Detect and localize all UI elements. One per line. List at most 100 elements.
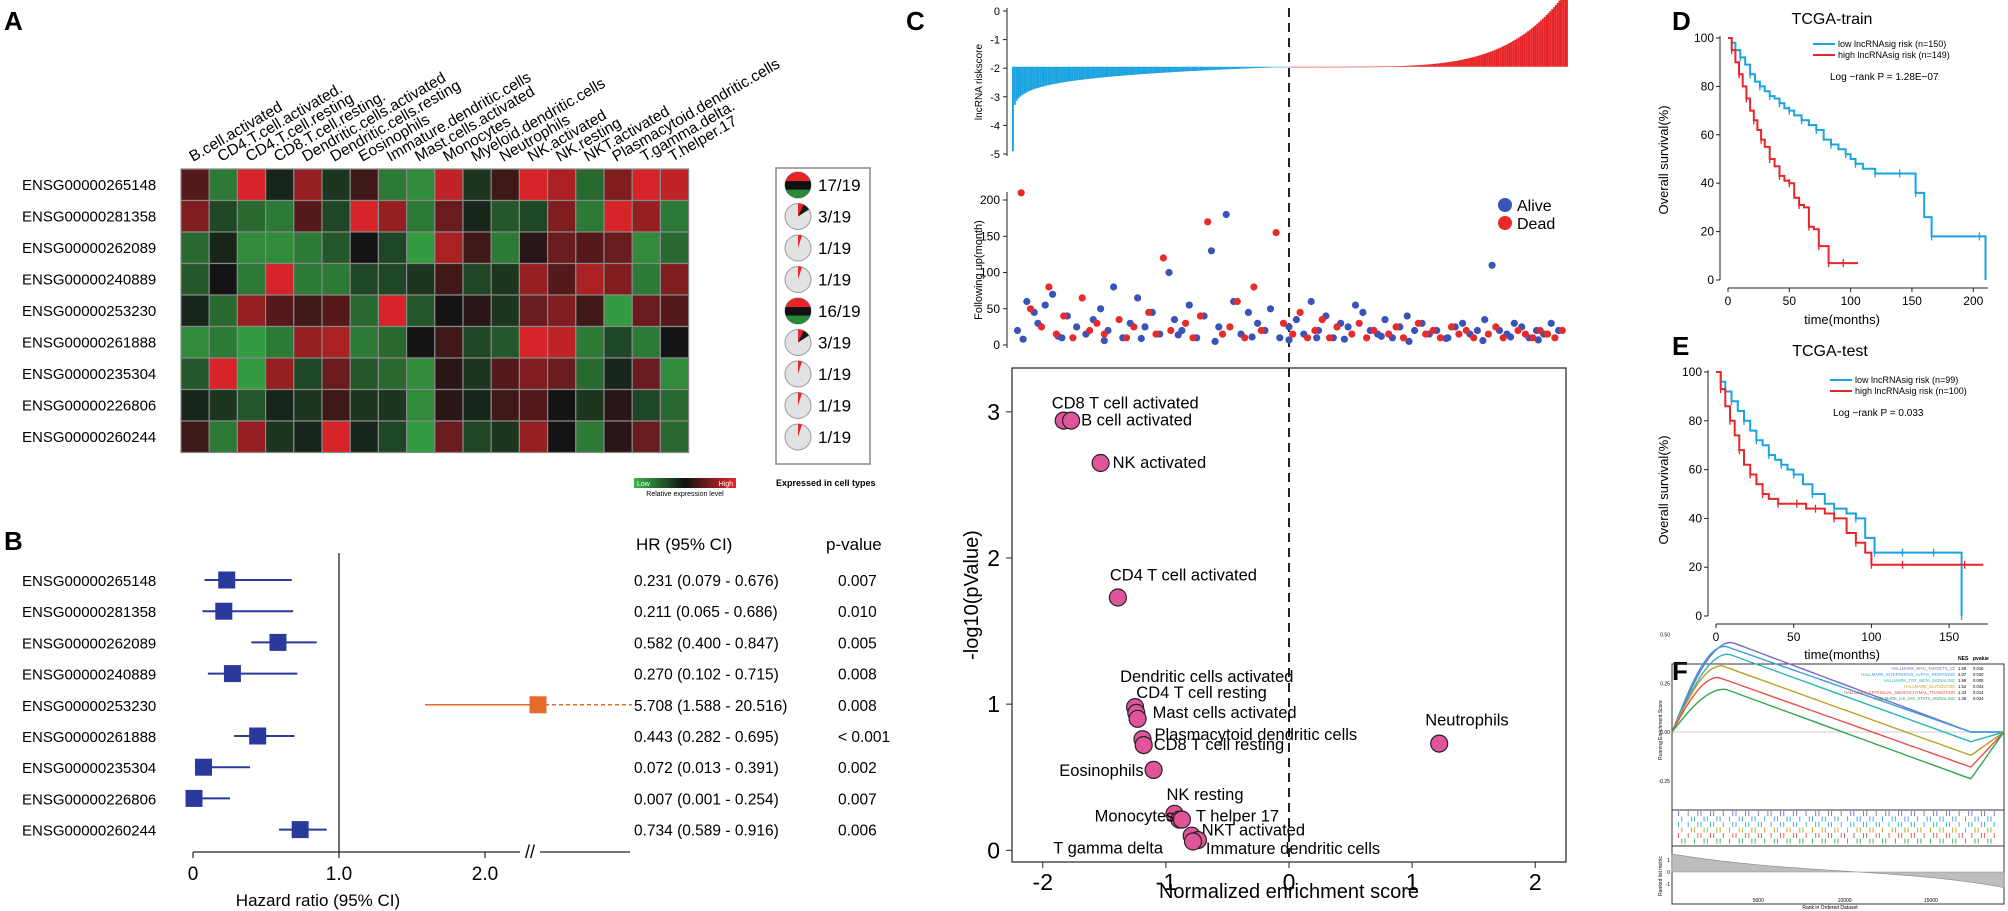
riskscore-bar	[1130, 66, 1133, 75]
riskscore-bar	[1323, 66, 1326, 68]
forest-hr-text: 0.007 (0.001 - 0.254)	[634, 791, 779, 808]
heatmap-cell	[603, 231, 633, 265]
gsea-set-nes: 1.35	[1958, 696, 1967, 701]
riskscore-bar	[1106, 66, 1109, 77]
legend-alive-label: Alive	[1517, 198, 1552, 215]
heatmap-cell	[180, 168, 210, 202]
heatmap-cell	[406, 420, 436, 454]
km-y-tick-label: 40	[1689, 511, 1703, 525]
riskscore-bar	[1084, 66, 1087, 80]
followup-point-dead	[1241, 334, 1249, 342]
riskscore-bar	[1247, 66, 1250, 69]
riskscore-bar	[1276, 66, 1279, 68]
riskscore-bar	[1338, 66, 1340, 68]
riskscore-bar	[1069, 66, 1072, 82]
riskscore-bar	[1395, 66, 1398, 67]
riskscore-bar	[1490, 51, 1492, 67]
followup-point-alive	[1405, 337, 1413, 345]
riskscore-bar	[1454, 60, 1457, 67]
forest-hr-marker	[529, 696, 547, 714]
heatmap-cell	[631, 294, 662, 328]
heatmap-cell	[575, 357, 605, 391]
pvalue-header: p-value	[826, 535, 882, 554]
riskscore-bar	[1445, 62, 1448, 67]
heatmap-cell	[434, 199, 464, 233]
heatmap-cell	[236, 388, 267, 422]
riskscore-bar	[1404, 65, 1407, 67]
panel-label-e: E	[1672, 331, 1689, 361]
riskscore-bar	[1417, 65, 1420, 67]
riskscore-bar	[1150, 66, 1153, 74]
followup-point-alive	[1351, 301, 1360, 309]
riskscore-bar	[1440, 63, 1442, 67]
riskscore-bar	[1321, 66, 1324, 68]
riskscore-bar	[1058, 66, 1061, 84]
heatmap-cell	[208, 262, 238, 296]
legend-caption: Relative expression level	[646, 491, 724, 498]
followup-point-alive	[1165, 268, 1173, 277]
riskscore-bar	[1171, 66, 1174, 73]
heatmap-cell	[434, 294, 464, 328]
riskscore-bar	[1364, 66, 1366, 68]
bubble-x-tick-label: 0	[1283, 869, 1296, 895]
heatmap-row-label: ENSG00000281358	[22, 209, 156, 226]
enrichment-point-label: Immature dendritic cells	[1206, 840, 1380, 858]
enrichment-point-label: CD8 T cell resting	[1154, 736, 1285, 754]
riskscore-bar	[1312, 66, 1315, 68]
pie-slice-red	[798, 203, 804, 217]
riskscore-bar	[1328, 66, 1331, 68]
riskscore-bar	[1449, 61, 1452, 67]
riskscore-bar	[1397, 66, 1400, 67]
riskscore-bar	[1508, 43, 1511, 67]
riskscore-bar	[1451, 61, 1454, 67]
riskscore-bar	[1225, 66, 1227, 70]
riskscore-bar	[1136, 66, 1139, 75]
heatmap-cell	[462, 168, 492, 202]
forest-hr-text: 0.270 (0.102 - 0.715)	[634, 667, 779, 684]
riskscore-bar	[1028, 66, 1031, 91]
gsea-enrichment-curve	[1671, 645, 2004, 733]
panel-d-km-train: 0 20 40 60 80 100 0 50 100 150 200	[1694, 31, 1988, 308]
riskscore-bar	[1115, 66, 1118, 77]
km-train-xlabel: time(months)	[1804, 312, 1880, 327]
followup-point-dead	[1045, 283, 1053, 291]
heatmap-cell	[462, 357, 492, 391]
riskscore-bar	[1126, 66, 1129, 76]
heatmap-cell	[575, 199, 605, 233]
riskscore-bar	[1202, 66, 1205, 71]
forest-hr-text: 0.231 (0.079 - 0.676)	[634, 573, 779, 590]
heatmap-cell	[490, 168, 521, 202]
heatmap-cell	[434, 262, 464, 296]
enrichment-point	[1144, 760, 1163, 780]
riskscore-bar	[1389, 66, 1392, 67]
gsea-y-tick-label: 0.50	[1660, 633, 1670, 639]
gsea-ylabel-bottom: Ranked list metric	[1658, 856, 1664, 896]
followup-point-dead	[1422, 330, 1430, 338]
bubble-x-tick-label: -2	[1033, 869, 1053, 895]
followup-point-dead	[1399, 334, 1408, 342]
heatmap-cell	[518, 294, 549, 328]
heatmap-cell	[462, 325, 492, 359]
riskscore-bar	[1087, 66, 1090, 79]
riskscore-bar	[1178, 66, 1181, 72]
riskscore-bar	[1043, 66, 1046, 87]
riskscore-bar	[1199, 66, 1202, 71]
pie-slice-red	[798, 329, 804, 343]
riskscore-bar	[1349, 66, 1352, 68]
riskscore-bar	[1125, 66, 1127, 76]
followup-point-dead	[1484, 330, 1492, 338]
heatmap-cell	[546, 294, 577, 328]
riskscore-bar	[1091, 66, 1094, 79]
panel-c: 0 -1 -2 -3 -4 -5 200 150 100 50 0 -2 -1 0 1 2 0 1 2 3 CD8 T …	[980, 0, 1568, 895]
forest-gene-label: ENSG00000260244	[22, 823, 156, 840]
followup-point-alive	[1019, 335, 1027, 343]
followup-point-dead	[1536, 326, 1544, 335]
riskscore-bar	[1280, 66, 1283, 68]
heatmap-cell	[546, 325, 577, 359]
heatmap-cell	[349, 199, 380, 233]
followup-point-alive	[1248, 333, 1256, 341]
gsea-set-name: HALLMARK_IL6_JAK_STAT3_SIGNALING	[1874, 696, 1955, 701]
followup-point-dead	[1250, 283, 1258, 291]
heatmap-cell	[293, 168, 323, 202]
